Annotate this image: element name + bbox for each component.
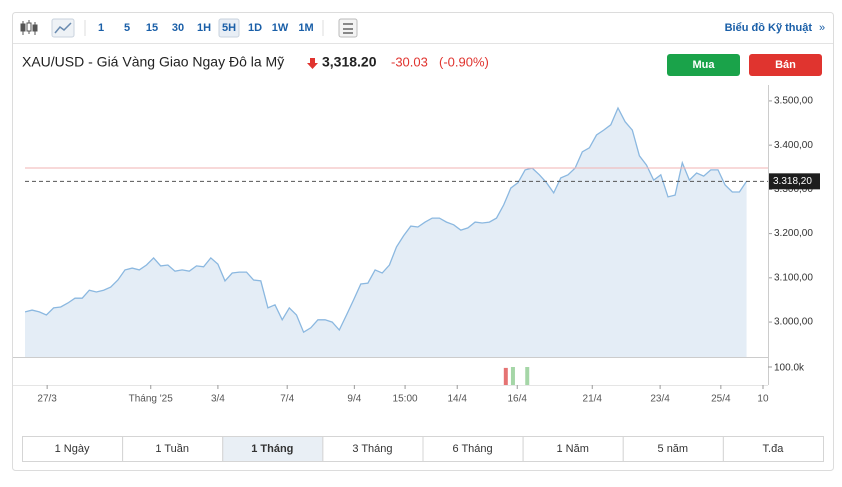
range-tab[interactable] xyxy=(622,436,724,462)
x-tick-label: 15:00 xyxy=(393,394,418,405)
interval[interactable]: 5 xyxy=(124,22,130,34)
range-tab-label[interactable]: 1 Tuần xyxy=(155,443,189,455)
x-tick-label: 10 xyxy=(757,394,769,405)
range-tab-label[interactable]: 1 Năm xyxy=(556,443,588,455)
range-tab[interactable] xyxy=(322,436,424,462)
volume-bar xyxy=(525,367,530,385)
link-arrow[interactable]: » xyxy=(819,22,825,34)
range-tab-label[interactable]: 6 Tháng xyxy=(452,443,492,455)
range-tab[interactable] xyxy=(722,436,824,462)
interval[interactable]: 30 xyxy=(172,22,184,34)
sell-button[interactable] xyxy=(749,54,822,76)
y-tick-label: 3.100,00 xyxy=(774,272,813,283)
change: -30.03 xyxy=(391,54,428,69)
range-tab[interactable] xyxy=(22,436,124,462)
x-tick-label: 9/4 xyxy=(347,394,361,405)
price-tag xyxy=(768,173,820,190)
y-tick-label: 3.000,00 xyxy=(774,317,813,328)
area-fill xyxy=(25,108,747,357)
sell-label[interactable]: Bán xyxy=(775,59,796,71)
x-tick-label: 16/4 xyxy=(508,394,528,405)
x-tick-label: 23/4 xyxy=(650,394,670,405)
interval[interactable]: 5H xyxy=(222,22,236,34)
active-interval[interactable] xyxy=(218,18,240,38)
change-pct: (-0.90%) xyxy=(439,54,489,69)
x-tick-label: 25/4 xyxy=(711,394,731,405)
interval[interactable]: 1 xyxy=(98,22,104,34)
volume-bar xyxy=(510,367,515,385)
y-tick-label: 3.400,00 xyxy=(774,140,813,151)
interval[interactable]: 15 xyxy=(146,22,158,34)
price: 3,318.20 xyxy=(322,54,377,70)
price-tag-label: 3.318,20 xyxy=(773,176,812,187)
y-tick-label: 3.500,00 xyxy=(774,96,813,107)
symbol: XAU/USD - Giá Vàng Giao Ngay Đô la Mỹ xyxy=(22,54,284,70)
interval[interactable]: 1W xyxy=(272,22,289,34)
volume-bar xyxy=(503,367,508,385)
line-icon[interactable] xyxy=(51,18,75,38)
buy-label[interactable]: Mua xyxy=(693,59,716,71)
range-tab[interactable] xyxy=(222,436,324,462)
range-tab[interactable] xyxy=(122,436,224,462)
x-tick-label: 3/4 xyxy=(211,394,225,405)
x-tick-label: 7/4 xyxy=(280,394,294,405)
price-line xyxy=(25,106,748,334)
buy-button[interactable] xyxy=(667,54,740,76)
range-tab-label[interactable]: 1 Tháng xyxy=(251,443,293,455)
x-tick-label: Tháng '25 xyxy=(129,394,174,405)
candle-icon[interactable] xyxy=(20,20,38,35)
range-tab-label[interactable]: 3 Tháng xyxy=(352,443,392,455)
technical-link[interactable]: Biểu đồ Kỹ thuật xyxy=(725,22,813,34)
x-tick-label: 21/4 xyxy=(583,394,603,405)
volume-tick-label: 100.0k xyxy=(774,363,805,374)
range-tab-label[interactable]: 1 Ngày xyxy=(55,443,90,455)
down-arrow xyxy=(307,58,318,69)
interval[interactable]: 1H xyxy=(197,22,211,34)
range-tab-label[interactable]: 5 năm xyxy=(658,443,689,455)
x-tick-label: 14/4 xyxy=(447,394,467,405)
interval[interactable]: 1M xyxy=(298,22,313,34)
indicator-icon[interactable] xyxy=(338,18,358,38)
range-tab-label[interactable]: T.đa xyxy=(763,443,785,455)
y-tick-label: 3.300,00 xyxy=(774,184,813,195)
x-tick-label: 27/3 xyxy=(37,394,57,405)
y-tick-label: 3.200,00 xyxy=(774,228,813,239)
interval[interactable]: 1D xyxy=(248,22,262,34)
